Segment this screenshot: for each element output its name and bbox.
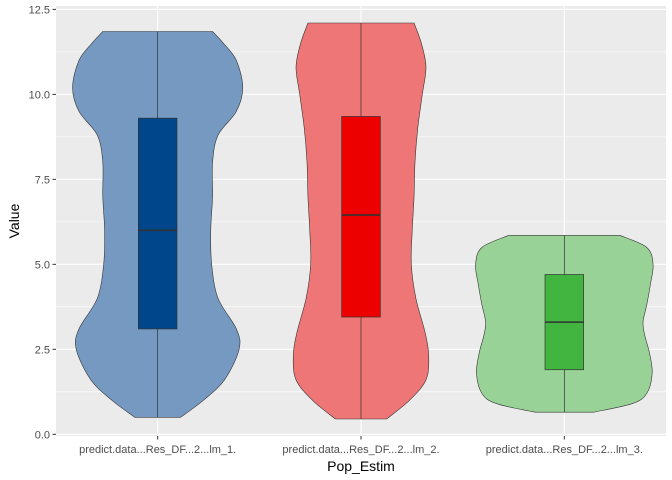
y-tick-label: 2.5 bbox=[35, 344, 50, 356]
y-axis: 0.0 2.5 5.0 7.5 10.0 12.5 bbox=[29, 4, 56, 441]
y-tick-label: 0.0 bbox=[35, 429, 50, 441]
y-axis-title: Value bbox=[6, 203, 22, 238]
box-1 bbox=[138, 117, 178, 330]
x-axis-title: Pop_Estim bbox=[327, 458, 395, 474]
y-tick-label: 12.5 bbox=[29, 4, 50, 16]
y-tick-label: 5.0 bbox=[35, 259, 50, 271]
box-2 bbox=[341, 116, 381, 318]
y-tick-label: 7.5 bbox=[35, 174, 50, 186]
boxplots bbox=[138, 22, 584, 420]
x-tick-label: predict.data...Res_DF...2...lm_2. bbox=[282, 444, 439, 456]
y-tick-label: 10.0 bbox=[29, 89, 50, 101]
x-tick-label: predict.data...Res_DF...2...lm_1. bbox=[79, 444, 236, 456]
x-tick-label: predict.data...Res_DF...2...lm_3. bbox=[486, 444, 643, 456]
violins bbox=[72, 22, 654, 420]
x-axis: predict.data...Res_DF...2...lm_1. predict… bbox=[79, 436, 643, 456]
